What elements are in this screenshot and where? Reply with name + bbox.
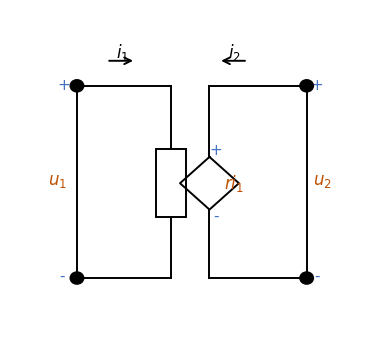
Polygon shape [180,157,239,210]
Text: +: + [310,78,323,93]
Text: $i_1$: $i_1$ [116,42,129,63]
Text: $i_2$: $i_2$ [228,42,241,63]
Circle shape [300,80,313,92]
Text: +: + [57,78,70,93]
Text: $u_1$: $u_1$ [48,172,67,189]
Circle shape [70,272,84,284]
Circle shape [300,272,313,284]
Text: $u_2$: $u_2$ [314,172,332,189]
Text: -: - [59,269,64,284]
Text: +: + [210,143,222,158]
Text: -: - [213,209,219,224]
Text: -: - [314,269,320,284]
Bar [157,149,186,218]
Circle shape [70,80,84,92]
Text: $ri_1$: $ri_1$ [224,173,244,194]
